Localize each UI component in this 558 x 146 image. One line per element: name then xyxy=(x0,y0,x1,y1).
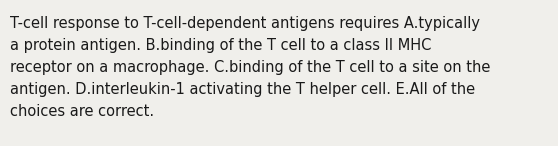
Text: T-cell response to T-cell-dependent antigens requires A.typically: T-cell response to T-cell-dependent anti… xyxy=(10,16,480,31)
Text: choices are correct.: choices are correct. xyxy=(10,104,154,119)
Text: receptor on a macrophage. C.binding of the T cell to a site on the: receptor on a macrophage. C.binding of t… xyxy=(10,60,490,75)
Text: antigen. D.interleukin-1 activating the T helper cell. E.All of the: antigen. D.interleukin-1 activating the … xyxy=(10,82,475,97)
Text: a protein antigen. B.binding of the T cell to a class II MHC: a protein antigen. B.binding of the T ce… xyxy=(10,38,431,53)
